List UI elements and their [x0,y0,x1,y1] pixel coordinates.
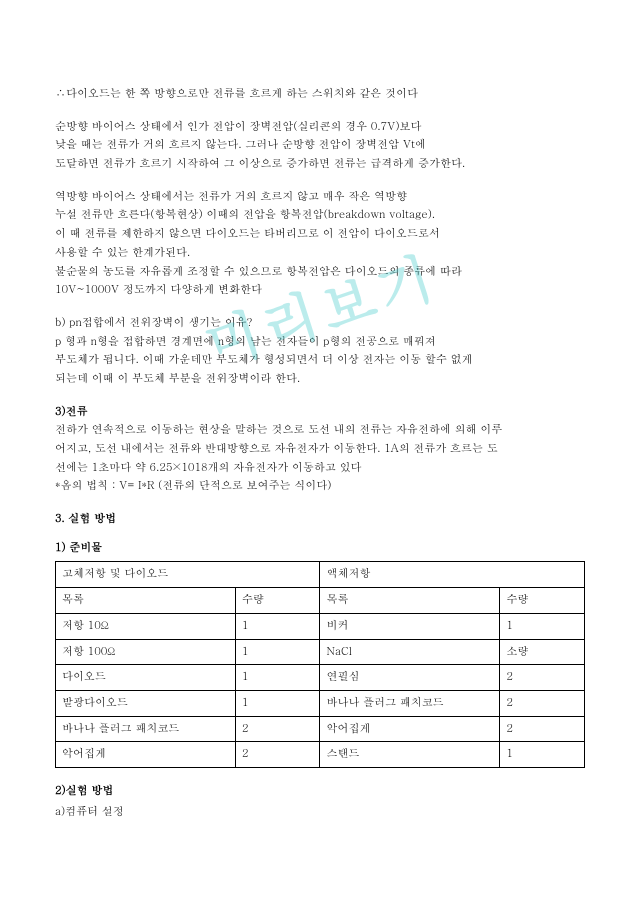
table-row-header: 고체저항 및 다이오드 액체저항 [56,562,585,588]
text-line: 이 때 전류를 제한하지 않으면 다이오드는 타버리므로 이 전압이 다이오드로… [55,225,585,244]
table-cell: 2 [500,716,585,742]
table-cell: 연필심 [320,665,500,691]
table-cell: 1 [235,665,320,691]
table-row-subheader: 목록 수량 목록 수량 [56,588,585,614]
text-line: 부도체가 됩니다. 이때 가운데만 부도체가 형성되면서 더 이상 전자는 이동… [55,351,585,370]
table-cell: 다이오드 [56,665,236,691]
table-cell: 발광다이오드 [56,690,236,716]
text-line: 어지고, 도선 내에서는 전류와 반대방향으로 자유전자가 이동한다. 1A의 … [55,440,585,459]
heading-method2: 2)실험 방법 [55,782,585,801]
paragraph-forward-bias: 순방향 바이어스 상태에서 인가 전압이 장벽전압(실리콘의 경우 0.7V)보… [55,118,585,174]
table-cell: 악어집게 [320,716,500,742]
text-line: *옴의 법칙 : V= I*R (전류의 단적으로 보여주는 식이다) [55,477,585,496]
table-cell: 바나나 플러그 패치코드 [320,690,500,716]
text-line: 도달하면 전류가 흐르기 시작하여 그 이상으로 증가하면 전류는 급격하게 증… [55,155,585,174]
text-line: 사용할 수 있는 한계가된다. [55,244,585,263]
table-cell: 1 [500,613,585,639]
text-line: 순방향 바이어스 상태에서 인가 전압이 장벽전압(실리콘의 경우 0.7V)보… [55,118,585,137]
text-line: 10V~1000V 정도까지 다양하게 변화한다 [55,281,585,300]
table-row: 악어집게 2 스탠드 1 [56,742,585,768]
table-cell: 2 [500,690,585,716]
text-line: a)컴퓨터 설정 [55,803,585,822]
section-current: 3)전류 전하가 연속적으로 이동하는 현상을 말하는 것으로 도선 내의 전류… [55,403,585,496]
table-cell: 2 [500,665,585,691]
table-cell: 2 [235,742,320,768]
text-line: 낮을 때는 전류가 거의 흐르지 않는다. 그러나 순방향 전압이 장벽전압 V… [55,136,585,155]
paragraph-pn-junction: b) pn접합에서 전위장벽이 생기는 이유? p 형과 n형을 접합하면 경계… [55,314,585,389]
table-cell: 악어집게 [56,742,236,768]
text-line: p 형과 n형을 접합하면 경계면에 n형의 남는 전자들이 p형의 전공으로 … [55,333,585,352]
table-cell: 수량 [235,588,320,614]
table-cell: 1 [235,613,320,639]
table-cell: 비커 [320,613,500,639]
text-line: 역방향 바이어스 상태에서는 전류가 거의 흐르지 않고 매우 작은 역방향 [55,188,585,207]
table-cell: 수량 [500,588,585,614]
table-row: 바나나 플러그 패치코드 2 악어집게 2 [56,716,585,742]
table-cell: 저항 10Ω [56,613,236,639]
table-cell: 1 [235,690,320,716]
table-cell: 스탠드 [320,742,500,768]
text-line: 전하가 연속적으로 이동하는 현상을 말하는 것으로 도선 내의 전류는 자유전… [55,421,585,440]
heading-current: 3)전류 [55,403,585,422]
text-line: ∴다이오드는 한 쪽 방향으로만 전류를 흐르게 하는 스위치와 같은 것이다 [55,85,585,104]
table-row: 저항 100Ω 1 NaCl 소량 [56,639,585,665]
table-cell: 1 [500,742,585,768]
text-line: 되는데 이때 이 부도체 부분을 전위장벽이라 한다. [55,370,585,389]
table-cell: NaCl [320,639,500,665]
paragraph-reverse-bias: 역방향 바이어스 상태에서는 전류가 거의 흐르지 않고 매우 작은 역방향 누… [55,188,585,300]
text-line: 누설 전류만 흐른다(항복현상) 이때의 전압을 항복전압(breakdown … [55,206,585,225]
materials-table: 고체저항 및 다이오드 액체저항 목록 수량 목록 수량 저항 10Ω 1 비커… [55,561,585,768]
table-cell: 저항 100Ω [56,639,236,665]
table-row: 저항 10Ω 1 비커 1 [56,613,585,639]
heading-materials: 1) 준비물 [55,539,585,558]
text-line: b) pn접합에서 전위장벽이 생기는 이유? [55,314,585,333]
table-cell: 1 [235,639,320,665]
table-cell: 목록 [56,588,236,614]
table-cell: 목록 [320,588,500,614]
table-cell: 바나나 플러그 패치코드 [56,716,236,742]
heading-method: 3. 실험 방법 [55,510,585,529]
table-cell: 소량 [500,639,585,665]
table-row: 다이오드 1 연필심 2 [56,665,585,691]
text-line: 선에는 1초마다 약 6.25×1018개의 자유전자가 이동하고 있다 [55,459,585,478]
table-cell: 2 [235,716,320,742]
text-line: 불순물의 농도를 자유롭게 조정할 수 있으므로 항복전압은 다이오드의 종류에… [55,263,585,282]
table-header-solid: 고체저항 및 다이오드 [56,562,320,588]
paragraph-conclusion: ∴다이오드는 한 쪽 방향으로만 전류를 흐르게 하는 스위치와 같은 것이다 [55,85,585,104]
table-header-liquid: 액체저항 [320,562,585,588]
table-row: 발광다이오드 1 바나나 플러그 패치코드 2 [56,690,585,716]
